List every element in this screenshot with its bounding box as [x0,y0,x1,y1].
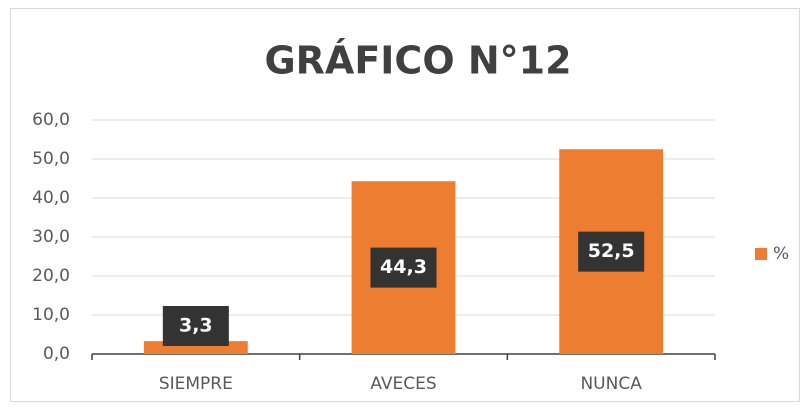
legend-label: % [773,244,789,264]
y-tick-label: 0,0 [43,344,70,364]
data-label-box [162,306,229,346]
data-label: 44,3 [380,256,427,278]
x-tick-label: AVECES [370,374,436,394]
y-tick-label: 50,0 [32,149,70,169]
y-tick-label: 10,0 [32,305,70,325]
x-tick-label: SIEMPRE [159,374,233,394]
x-tick-label: NUNCA [580,374,642,394]
legend-swatch [755,248,767,260]
data-label-box [370,247,437,288]
data-label: 3,3 [179,315,213,337]
y-tick-label: 40,0 [32,188,70,208]
y-tick-label: 60,0 [32,110,70,130]
data-label-box [578,231,645,272]
y-tick-label: 20,0 [32,266,70,286]
data-label: 52,5 [588,240,635,262]
y-tick-label: 30,0 [32,227,70,247]
chart-title: GRÁFICO N°12 [264,39,571,83]
